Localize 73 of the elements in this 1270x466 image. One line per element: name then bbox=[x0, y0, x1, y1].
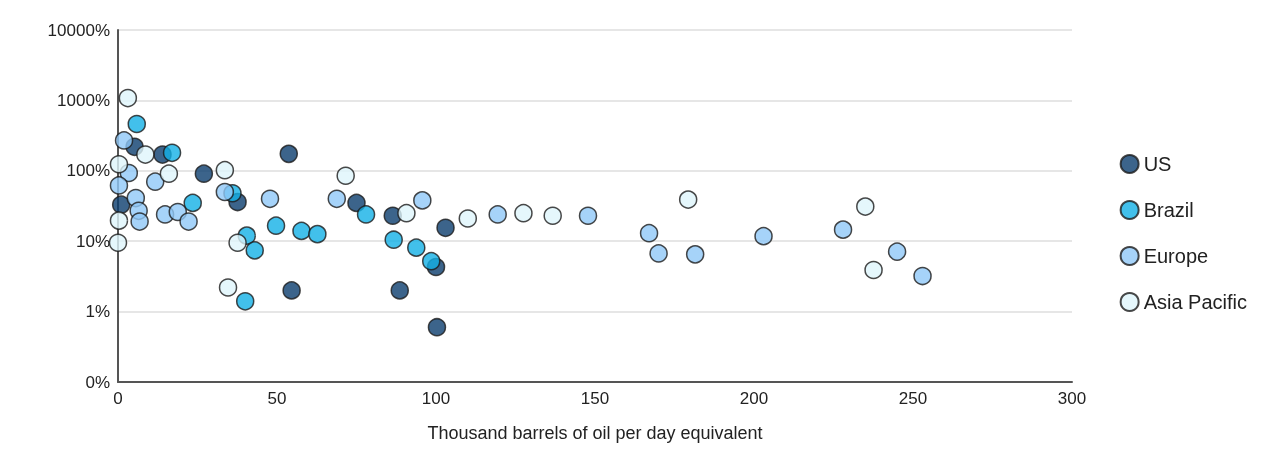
x-tick-label: 100 bbox=[421, 389, 451, 408]
point bbox=[422, 251, 441, 271]
point bbox=[215, 160, 235, 180]
y-tick-label: 100% bbox=[66, 161, 110, 181]
point bbox=[109, 176, 129, 195]
x-axis-title: Thousand barrels of oil per day equivalent bbox=[427, 423, 763, 443]
point bbox=[864, 260, 883, 280]
y-tick-label: 10000% bbox=[47, 20, 110, 40]
point bbox=[347, 193, 366, 213]
point bbox=[397, 203, 416, 223]
point bbox=[578, 206, 598, 225]
point bbox=[162, 143, 182, 163]
point bbox=[308, 224, 327, 244]
point bbox=[458, 209, 478, 228]
point bbox=[279, 144, 299, 164]
point bbox=[145, 172, 165, 191]
legend-label: Brazil bbox=[1143, 199, 1194, 221]
y-tick-label: 1000% bbox=[57, 90, 110, 110]
point bbox=[235, 292, 255, 311]
point bbox=[109, 154, 129, 174]
point bbox=[639, 223, 659, 243]
point bbox=[833, 220, 853, 239]
point bbox=[407, 238, 426, 257]
point bbox=[111, 195, 131, 214]
point bbox=[913, 266, 932, 286]
legend-label: US bbox=[1143, 153, 1172, 175]
point bbox=[130, 212, 149, 231]
point bbox=[514, 203, 533, 223]
point bbox=[413, 191, 432, 210]
point bbox=[649, 244, 668, 263]
point bbox=[109, 211, 129, 230]
point bbox=[327, 189, 347, 209]
x-tick-label: 200 bbox=[739, 389, 769, 408]
point bbox=[488, 205, 507, 224]
x-tick-label: 0 bbox=[113, 389, 123, 408]
x-tick-label: 50 bbox=[267, 389, 287, 408]
point bbox=[856, 197, 875, 216]
y-tick-label: 10% bbox=[75, 231, 110, 251]
point bbox=[183, 193, 202, 213]
legend-label: Asia Pacific bbox=[1143, 291, 1248, 313]
point bbox=[245, 241, 264, 260]
point bbox=[543, 206, 562, 225]
point bbox=[356, 205, 376, 224]
point bbox=[754, 226, 773, 246]
point bbox=[384, 230, 403, 249]
point bbox=[678, 190, 698, 209]
point bbox=[215, 182, 235, 202]
point bbox=[127, 114, 147, 134]
point bbox=[218, 278, 238, 297]
point bbox=[887, 242, 907, 261]
x-tick-label: 250 bbox=[898, 389, 928, 408]
y-tick-label: 0% bbox=[85, 372, 110, 392]
legend-label: Europe bbox=[1143, 245, 1209, 267]
y-tick-label: 1% bbox=[85, 302, 110, 322]
point bbox=[136, 145, 155, 164]
point bbox=[118, 88, 138, 108]
point bbox=[336, 166, 355, 186]
point bbox=[159, 164, 179, 183]
point bbox=[108, 233, 128, 253]
point bbox=[685, 245, 705, 264]
x-tick-label: 300 bbox=[1057, 389, 1087, 408]
point bbox=[260, 189, 280, 209]
point bbox=[390, 281, 409, 300]
point bbox=[228, 233, 247, 253]
point bbox=[114, 131, 134, 150]
point bbox=[194, 164, 214, 183]
point bbox=[282, 281, 301, 300]
point bbox=[436, 218, 455, 238]
point bbox=[179, 212, 198, 231]
x-tick-label: 150 bbox=[580, 389, 610, 408]
point bbox=[292, 221, 311, 241]
point bbox=[427, 317, 447, 337]
point bbox=[266, 216, 286, 235]
